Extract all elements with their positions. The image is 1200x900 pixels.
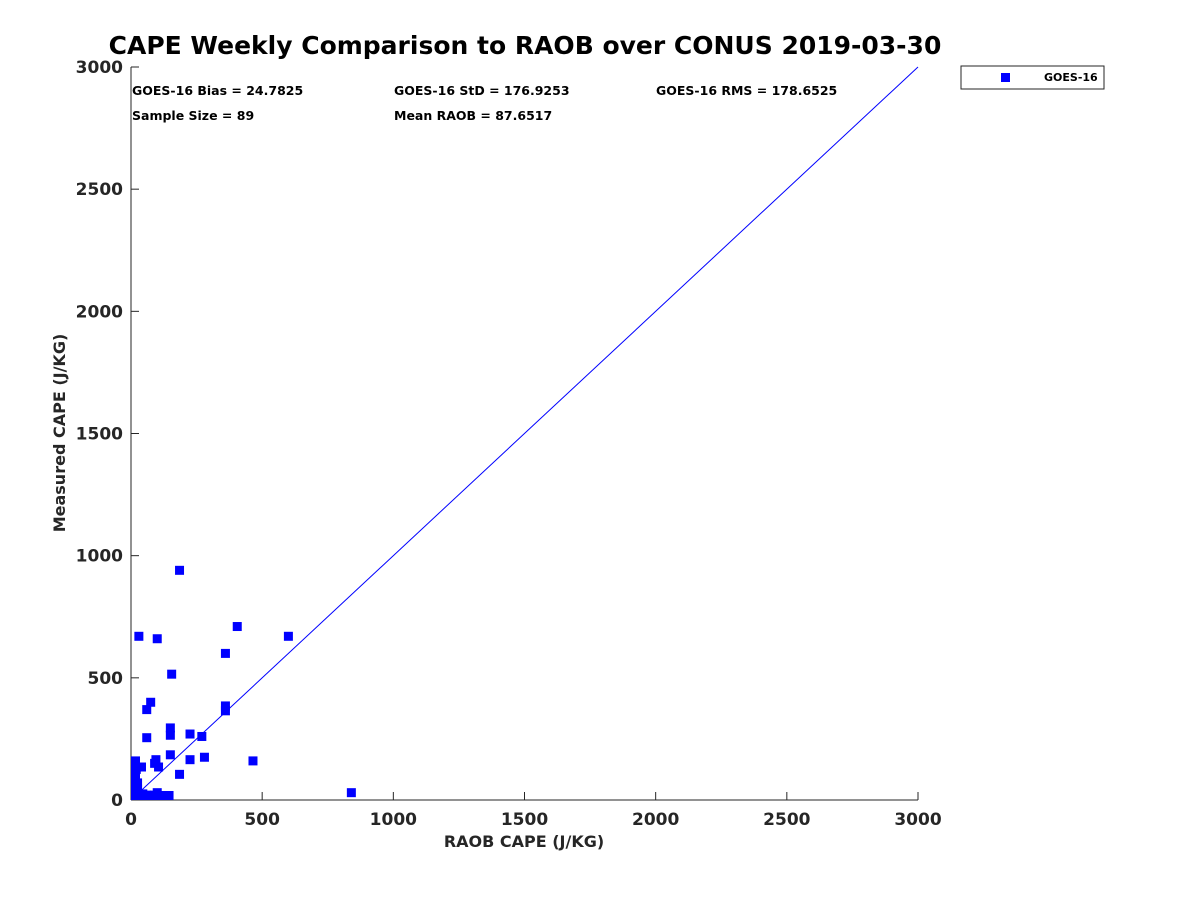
data-point (162, 791, 172, 800)
data-point (175, 565, 185, 575)
data-point (197, 731, 207, 741)
bias-annotation: GOES-16 Bias = 24.7825 (132, 83, 303, 98)
data-point (152, 634, 162, 644)
data-point (185, 729, 195, 739)
data-point (167, 669, 177, 679)
data-point (131, 772, 140, 782)
data-point (248, 756, 258, 766)
std-annotation: GOES-16 StD = 176.9253 (394, 83, 570, 98)
data-point (220, 648, 230, 658)
data-point (165, 723, 175, 733)
y-tick-label: 2000 (76, 302, 123, 322)
x-tick-label: 0 (125, 810, 137, 830)
x-tick-label: 2500 (763, 810, 810, 830)
legend-marker-icon (1001, 73, 1010, 82)
sample-size-annotation: Sample Size = 89 (132, 108, 254, 123)
data-point (283, 631, 293, 641)
y-tick-label: 0 (111, 791, 123, 811)
y-tick-label: 2500 (76, 180, 123, 200)
x-axis-label: RAOB CAPE (J/KG) (444, 832, 604, 851)
x-tick-label: 500 (244, 810, 280, 830)
data-point (142, 733, 152, 743)
plot-axes: 0 500 1000 1500 2000 2500 3000 0 500 1000 1500 2000… (76, 58, 942, 830)
data-point (134, 631, 144, 641)
data-point (220, 701, 230, 711)
data-point (131, 764, 141, 774)
data-point (155, 791, 165, 800)
y-tick-label: 500 (88, 669, 124, 689)
data-point (175, 769, 185, 779)
mean-raob-annotation: Mean RAOB = 87.6517 (394, 108, 552, 123)
data-points (131, 565, 356, 800)
data-point (136, 762, 146, 772)
x-tick-label: 3000 (894, 810, 941, 830)
data-point (146, 791, 156, 800)
reference-line-group (130, 66, 919, 801)
legend: GOES-16 (960, 65, 1105, 90)
data-point (185, 755, 195, 765)
data-point (232, 622, 242, 632)
data-point (165, 730, 175, 740)
data-point (146, 697, 156, 707)
data-point (131, 777, 140, 787)
data-point (131, 791, 140, 800)
y-tick-label: 1500 (76, 425, 123, 445)
y-axis-label: Measured CAPE (J/KG) (50, 334, 69, 533)
one-to-one-line (130, 66, 919, 801)
chart-title: CAPE Weekly Comparison to RAOB over CONU… (109, 31, 942, 60)
data-point (346, 788, 356, 798)
x-tick-label: 2000 (632, 810, 679, 830)
y-tick-label: 3000 (76, 58, 123, 78)
data-point (165, 750, 175, 760)
x-tick-label: 1000 (370, 810, 417, 830)
data-point (139, 791, 149, 800)
legend-box (960, 65, 1105, 90)
data-point (131, 785, 140, 795)
data-point (131, 756, 140, 766)
y-tick-label: 1000 (76, 547, 123, 567)
data-point (199, 752, 209, 762)
data-point (220, 706, 230, 716)
data-point (142, 705, 152, 715)
x-tick-label: 1500 (501, 810, 548, 830)
legend-label: GOES-16 (1044, 71, 1098, 84)
rms-annotation: GOES-16 RMS = 178.6525 (656, 83, 837, 98)
data-point (154, 762, 164, 772)
